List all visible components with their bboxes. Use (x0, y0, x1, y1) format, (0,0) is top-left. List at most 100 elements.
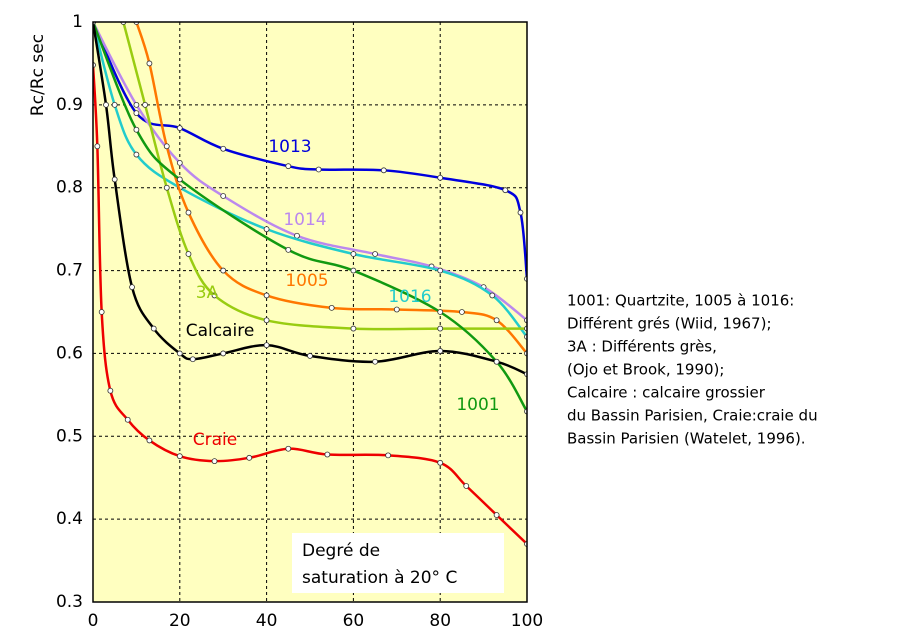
data-point (328, 304, 335, 311)
y-tick-label: 0.9 (56, 95, 83, 115)
data-point (124, 416, 131, 423)
note-line: Bassin Parisien (Watelet, 1996). (567, 430, 806, 448)
x-tick-label: 100 (511, 611, 543, 631)
data-point (263, 317, 270, 324)
series-label: 1014 (283, 210, 326, 230)
data-point (385, 452, 392, 459)
data-point (185, 209, 192, 216)
data-point (437, 174, 444, 181)
data-point (437, 459, 444, 466)
series-label: 1001 (456, 395, 499, 415)
data-point (176, 350, 183, 357)
data-point (380, 167, 387, 174)
note-line: (Ojo et Brook, 1990); (567, 361, 724, 379)
data-point (211, 292, 218, 299)
series-label: Craie (193, 430, 237, 450)
data-point (176, 125, 183, 131)
x-tick-label: 40 (256, 611, 278, 631)
data-point (103, 101, 109, 108)
data-point (220, 350, 227, 357)
data-point (98, 309, 105, 315)
x-tick-label: 0 (88, 611, 99, 631)
annotation: saturation à 20° C (302, 568, 457, 588)
data-point (489, 292, 496, 299)
data-point (437, 309, 444, 315)
data-point (437, 325, 444, 332)
data-point (463, 483, 470, 489)
data-point (133, 151, 140, 158)
data-point (111, 101, 118, 108)
data-point (263, 292, 270, 299)
data-point (189, 356, 196, 363)
data-point (146, 60, 153, 67)
data-point (458, 309, 465, 315)
data-point (176, 159, 183, 166)
y-tick-label: 0.5 (56, 426, 83, 446)
y-tick-label: 0.8 (56, 178, 83, 198)
data-point (107, 387, 114, 394)
data-point (437, 267, 444, 274)
series-label: 1005 (285, 271, 328, 291)
note-line: Différent grés (Wiid, 1967); (567, 315, 772, 333)
data-point (163, 143, 170, 150)
data-point (285, 163, 292, 170)
data-point (350, 325, 357, 332)
plot-frame (92, 21, 528, 603)
y-tick-label: 0.6 (56, 343, 83, 363)
y-tick-label: 0.7 (56, 261, 83, 281)
data-point (220, 145, 227, 152)
data-point (111, 176, 118, 183)
data-point (263, 342, 270, 349)
data-point (220, 267, 227, 274)
x-tick-label: 80 (429, 611, 451, 631)
data-point (94, 143, 101, 150)
data-point (324, 451, 331, 458)
data-point (315, 166, 322, 173)
data-point (350, 267, 357, 274)
data-point (493, 512, 500, 518)
series-label: 1016 (388, 287, 431, 307)
data-point (493, 358, 500, 365)
data-point (129, 284, 135, 291)
annotation: Degré de (302, 541, 380, 561)
data-point (350, 251, 357, 257)
data-point (185, 251, 192, 257)
y-axis-title: Rc/Rc sec (28, 34, 48, 116)
data-point (176, 176, 183, 183)
data-point (372, 251, 379, 257)
data-point (502, 187, 509, 194)
data-point (372, 358, 379, 365)
note-line: Calcaire : calcaire grossier (567, 384, 766, 402)
note-line: du Bassin Parisien, Craie:craie du (567, 407, 818, 425)
y-tick-label: 1 (72, 12, 83, 32)
data-point (246, 454, 253, 461)
data-point (163, 184, 170, 191)
note-line: 3A : Différents grès, (567, 338, 717, 356)
series-label: Calcaire (186, 321, 255, 341)
y-tick-label: 0.3 (56, 592, 83, 612)
data-point (146, 437, 153, 444)
data-point (393, 306, 400, 313)
data-point (285, 445, 292, 452)
data-point (150, 325, 157, 332)
x-tick-label: 20 (169, 611, 191, 631)
data-point (437, 348, 444, 354)
data-point (176, 453, 183, 460)
data-point (517, 209, 524, 216)
data-point (142, 101, 148, 108)
series-label: 1013 (268, 137, 311, 157)
data-point (133, 110, 140, 117)
data-point (263, 226, 270, 233)
annotation-box (292, 533, 504, 593)
data-point (307, 353, 313, 359)
series-line (93, 22, 527, 322)
data-point (285, 246, 292, 253)
y-tick-label: 0.4 (56, 509, 83, 529)
note-line: 1001: Quartzite, 1005 à 1016: (567, 292, 794, 310)
data-point (133, 126, 140, 133)
series-label: 3A (196, 283, 219, 303)
data-point (211, 458, 218, 465)
data-point (133, 101, 140, 108)
data-point (220, 193, 227, 199)
